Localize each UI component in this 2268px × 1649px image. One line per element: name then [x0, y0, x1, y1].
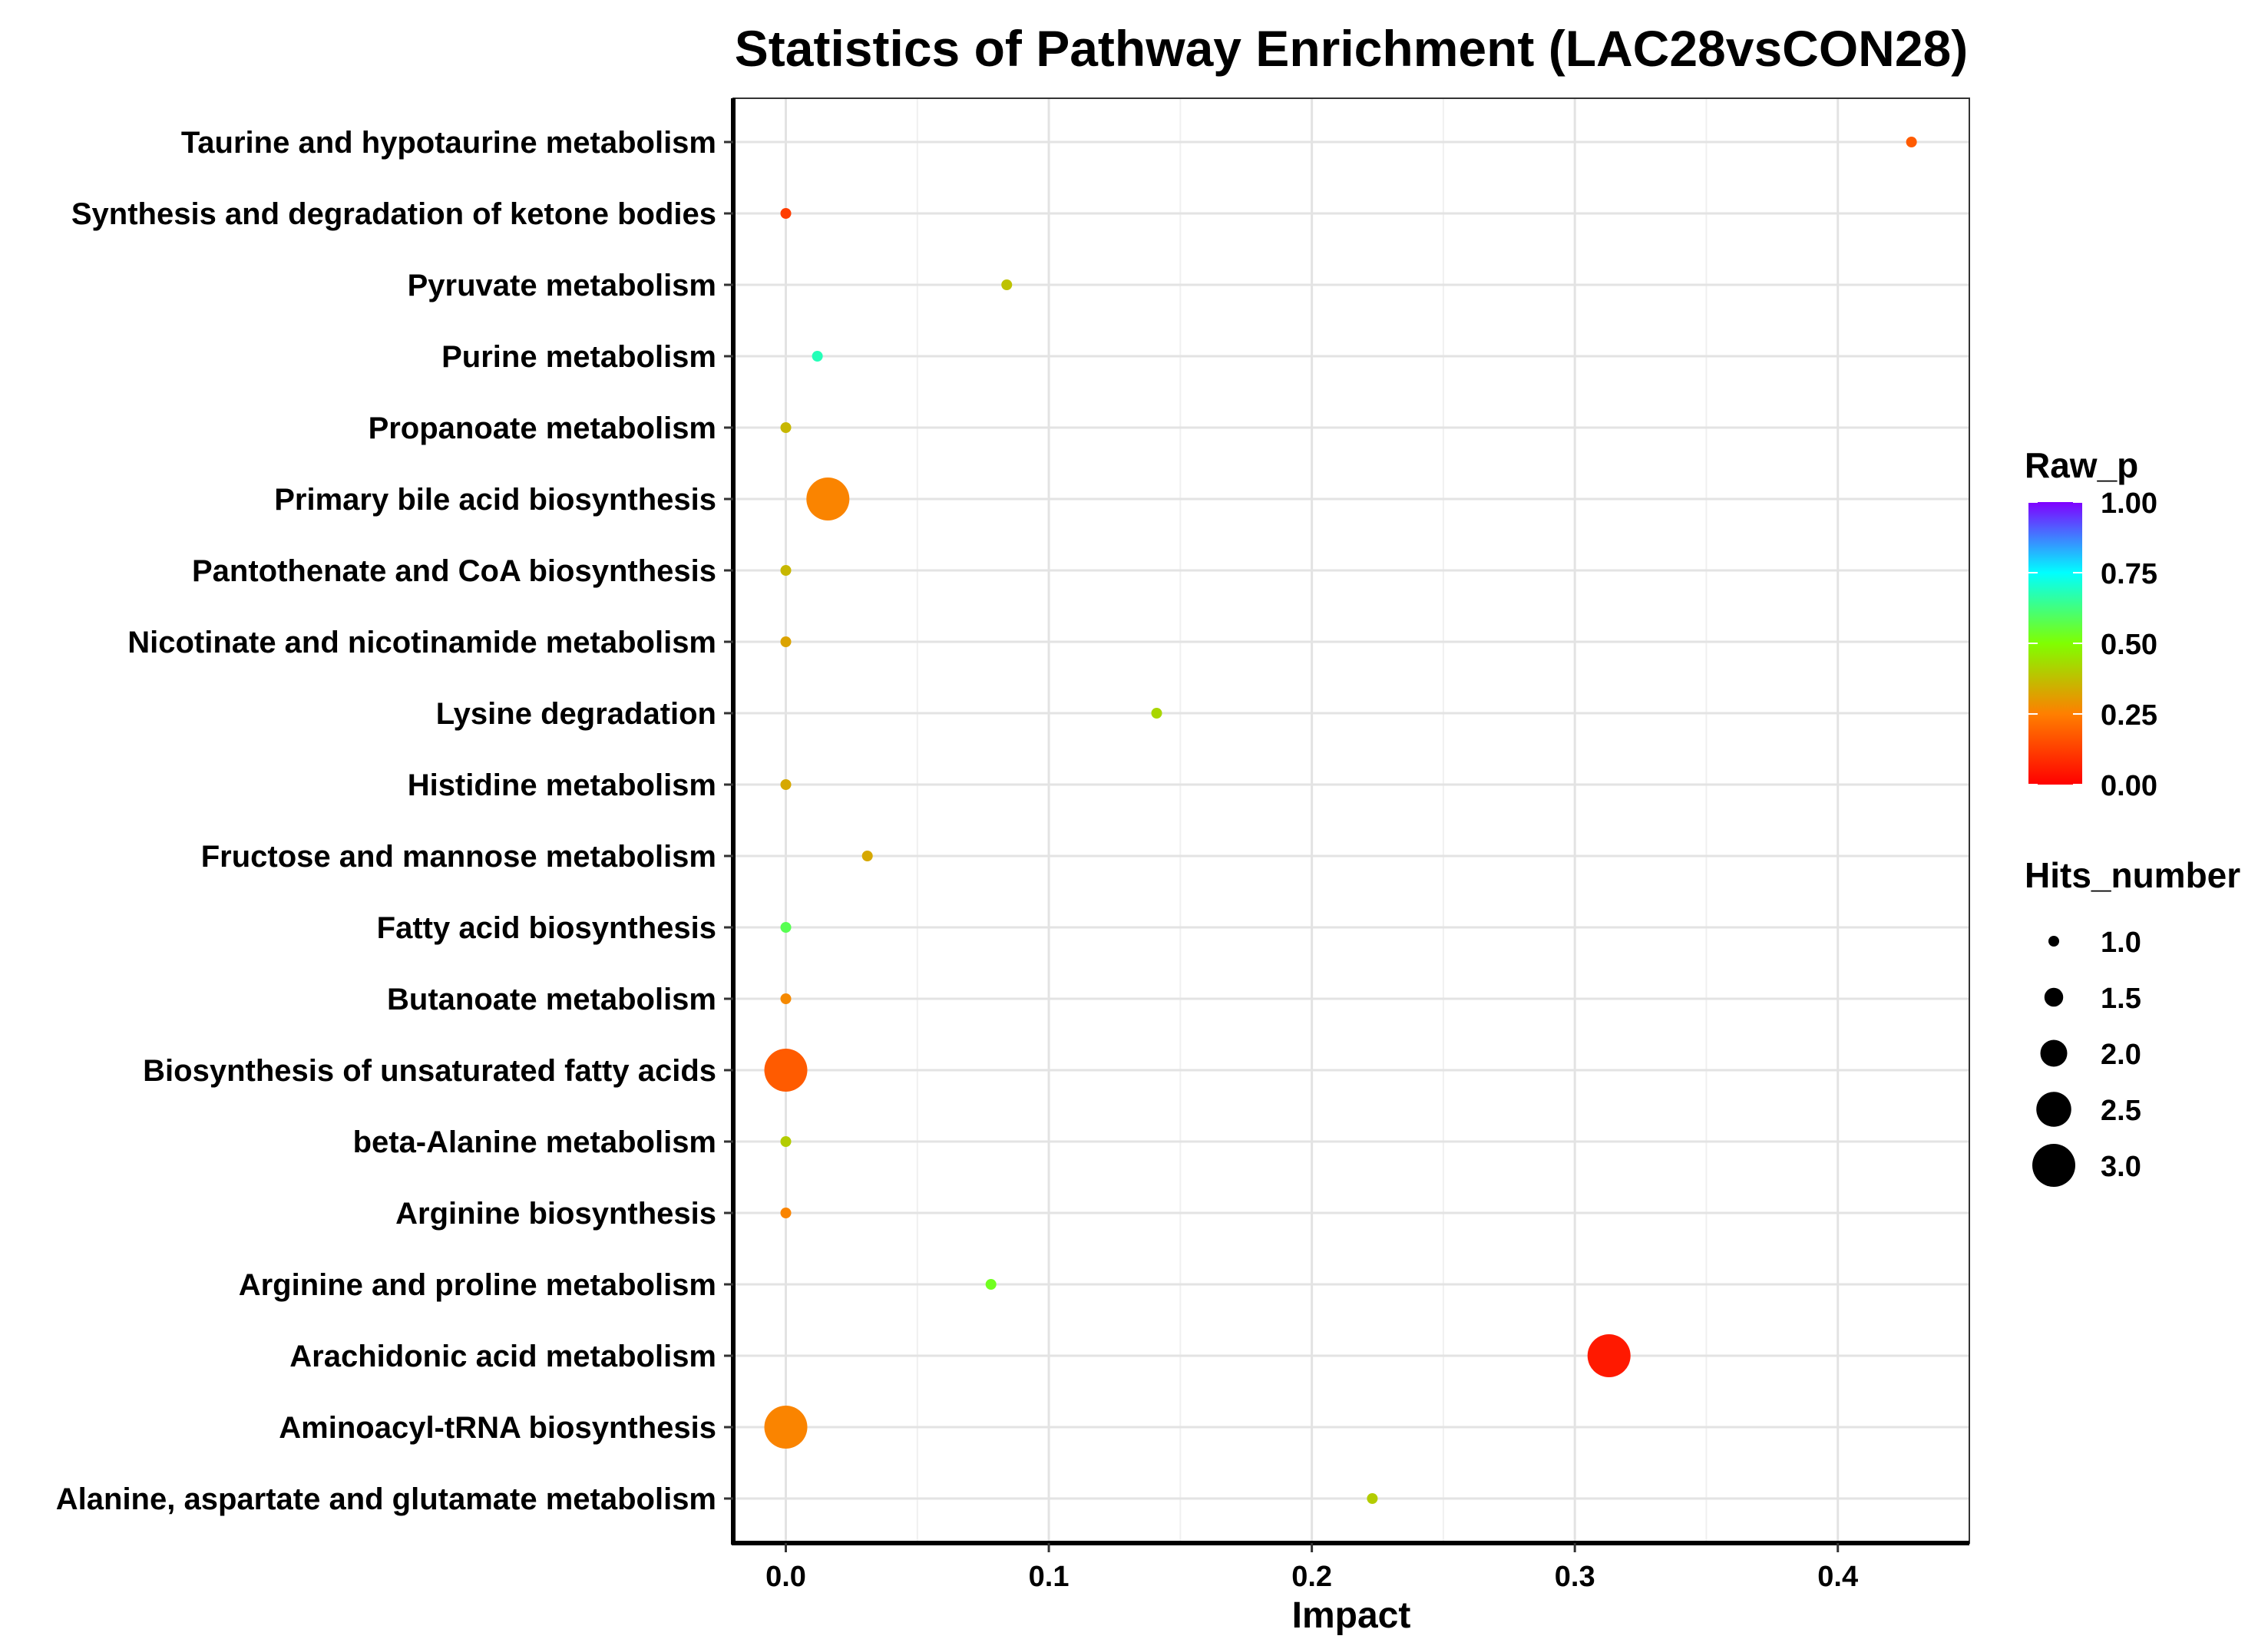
data-point	[780, 993, 792, 1004]
raw-p-legend-label: 0.00	[2101, 770, 2157, 802]
x-tick-label: 0.0	[765, 1561, 806, 1593]
y-tick-label: Fructose and mannose metabolism	[201, 840, 716, 874]
hits-number-legend-label: 1.0	[2101, 927, 2141, 959]
y-tick-label: beta-Alanine metabolism	[353, 1125, 716, 1159]
data-point	[764, 1406, 808, 1449]
plot-panel	[731, 97, 1970, 1545]
hits-number-legend-key	[2032, 1144, 2075, 1187]
x-axis-label: Impact	[1292, 1595, 1411, 1636]
raw-p-legend-label: 1.00	[2101, 487, 2157, 520]
panel-background	[733, 98, 1969, 1543]
hits-number-legend-label: 1.5	[2101, 983, 2141, 1015]
data-point	[1587, 1334, 1631, 1377]
data-point	[780, 779, 792, 790]
data-point	[780, 1208, 792, 1218]
y-tick-label: Nicotinate and nicotinamide metabolism	[127, 626, 716, 659]
raw-p-legend-label: 0.25	[2101, 699, 2157, 732]
data-point	[1906, 137, 1917, 147]
y-tick-label: Taurine and hypotaurine metabolism	[181, 126, 716, 160]
data-point	[985, 1279, 997, 1290]
y-tick-label: Pyruvate metabolism	[408, 269, 716, 302]
hits-number-legend-label: 3.0	[2101, 1151, 2141, 1183]
raw-p-legend-label: 0.50	[2101, 629, 2157, 661]
x-tick-label: 0.2	[1291, 1561, 1332, 1593]
chart-title: Statistics of Pathway Enrichment (LAC28v…	[735, 20, 1968, 77]
y-tick-label: Fatty acid biosynthesis	[377, 911, 716, 945]
data-point	[861, 851, 873, 861]
data-point	[764, 1049, 808, 1092]
y-tick-label: Alanine, aspartate and glutamate metabol…	[56, 1482, 716, 1516]
data-point	[780, 636, 792, 647]
x-tick-label: 0.4	[1817, 1561, 1858, 1593]
x-axis: 0.0 0.1 0.2 0.3 0.4	[765, 1543, 1858, 1593]
raw-p-legend: Raw_p 1.00 0.75 0.50 0.25 0.00	[2025, 445, 2157, 802]
data-point	[780, 208, 792, 219]
y-tick-label: Butanoate metabolism	[387, 983, 716, 1016]
y-tick-label: Lysine degradation	[436, 697, 716, 731]
y-tick-label: Arginine biosynthesis	[395, 1197, 716, 1231]
data-point	[780, 565, 792, 576]
x-tick-label: 0.3	[1555, 1561, 1595, 1593]
data-point	[780, 422, 792, 433]
data-point	[812, 351, 823, 362]
data-point	[1001, 279, 1013, 290]
data-point	[1151, 708, 1162, 719]
y-tick-label: Arginine and proline metabolism	[239, 1268, 716, 1302]
hits-number-legend-key	[2036, 1092, 2071, 1127]
raw-p-legend-title: Raw_p	[2025, 445, 2138, 485]
y-tick-label: Primary bile acid biosynthesis	[274, 483, 716, 517]
data-point	[1367, 1493, 1378, 1504]
data-point	[780, 922, 792, 933]
y-axis: Taurine and hypotaurine metabolism Synthe…	[56, 126, 733, 1516]
y-tick-label: Pantothenate and CoA biosynthesis	[192, 554, 716, 588]
raw-p-legend-label: 0.75	[2101, 558, 2157, 590]
y-tick-label: Purine metabolism	[441, 340, 716, 374]
hits-number-legend-label: 2.0	[2101, 1039, 2141, 1071]
hits-number-legend-title: Hits_number	[2025, 855, 2240, 895]
hits-number-legend: Hits_number 1.0 1.5 2.0 2.5 3.0	[2025, 855, 2240, 1187]
data-point	[806, 478, 850, 520]
data-points	[764, 137, 1917, 1504]
y-tick-label: Biosynthesis of unsaturated fatty acids	[143, 1054, 716, 1088]
hits-number-legend-key	[2040, 1039, 2068, 1067]
y-tick-label: Aminoacyl-tRNA biosynthesis	[279, 1411, 716, 1445]
y-tick-label: Arachidonic acid metabolism	[289, 1340, 716, 1373]
hits-number-legend-key	[2048, 936, 2059, 947]
hits-number-legend-key	[2044, 987, 2064, 1007]
y-tick-label: Synthesis and degradation of ketone bodi…	[71, 197, 716, 231]
y-tick-label: Histidine metabolism	[408, 768, 716, 802]
hits-number-legend-label: 2.5	[2101, 1095, 2141, 1127]
x-tick-label: 0.1	[1029, 1561, 1070, 1593]
y-tick-label: Propanoate metabolism	[369, 411, 716, 445]
data-point	[780, 1136, 792, 1147]
